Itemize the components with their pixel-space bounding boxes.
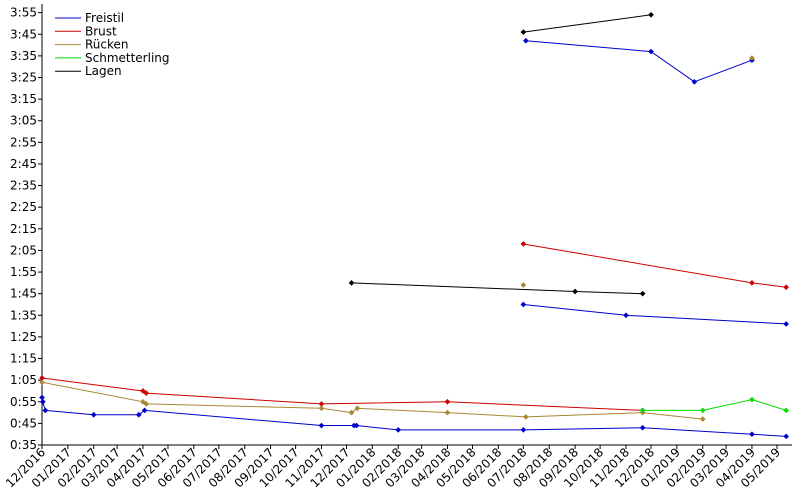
y-tick-label: 2:15 xyxy=(10,222,37,236)
data-point xyxy=(520,301,527,308)
data-point xyxy=(444,409,451,416)
data-point xyxy=(749,396,755,403)
data-point xyxy=(783,407,789,414)
series-brust xyxy=(39,241,789,414)
data-point xyxy=(42,407,49,414)
data-point xyxy=(444,398,451,405)
data-point xyxy=(623,312,629,319)
y-tick-label: 3:55 xyxy=(10,6,37,20)
data-point xyxy=(353,422,360,429)
data-point xyxy=(783,284,789,291)
legend-label: Freistil xyxy=(85,11,124,25)
y-tick-label: 0:45 xyxy=(10,416,37,430)
series-line xyxy=(523,243,787,288)
legend-label: Brust xyxy=(85,24,117,38)
data-point xyxy=(348,409,355,416)
y-tick-label: 2:25 xyxy=(10,200,37,214)
y-tick-label: 0:35 xyxy=(10,438,37,452)
data-point xyxy=(354,405,361,412)
y-tick-label: 1:15 xyxy=(10,352,37,366)
data-point xyxy=(141,407,148,414)
y-tick-label: 1:25 xyxy=(10,330,37,344)
series-line xyxy=(642,399,787,411)
y-tick-label: 0:55 xyxy=(10,395,37,409)
series-lagen xyxy=(348,11,654,297)
data-point xyxy=(135,411,142,418)
y-tick-label: 3:25 xyxy=(10,71,37,85)
data-point xyxy=(699,407,706,414)
data-point xyxy=(520,29,527,35)
y-tick-label: 2:35 xyxy=(10,179,37,193)
data-point xyxy=(783,321,789,327)
y-tick-label: 3:35 xyxy=(10,49,37,63)
data-point xyxy=(699,416,706,422)
data-point xyxy=(691,78,698,85)
y-tick-label: 2:05 xyxy=(10,243,37,257)
series-line xyxy=(523,14,652,33)
series-line xyxy=(41,397,787,437)
data-point xyxy=(639,290,646,297)
data-point xyxy=(143,390,150,396)
data-point xyxy=(639,407,646,414)
data-point xyxy=(639,424,646,431)
data-point xyxy=(520,241,527,247)
legend-label: Schmetterling xyxy=(85,51,170,65)
legend-label: Rücken xyxy=(85,38,129,52)
data-point xyxy=(40,398,46,405)
series-line xyxy=(523,304,787,325)
data-point xyxy=(39,394,45,401)
series-line xyxy=(351,282,643,295)
data-point xyxy=(749,280,755,286)
y-tick-label: 1:35 xyxy=(10,308,37,322)
y-tick-label: 3:05 xyxy=(10,114,37,128)
series-line xyxy=(41,377,643,411)
series-schmetterling xyxy=(639,396,789,414)
y-tick-label: 2:55 xyxy=(10,135,37,149)
y-tick-label: 3:15 xyxy=(10,92,37,106)
chart-series-layer xyxy=(39,11,789,440)
series-r-cken xyxy=(39,55,755,422)
data-point xyxy=(90,411,97,418)
data-point xyxy=(572,288,578,295)
data-point xyxy=(395,427,402,433)
data-point xyxy=(749,55,755,61)
data-point xyxy=(520,282,527,288)
y-tick-label: 1:55 xyxy=(10,265,37,279)
data-point xyxy=(648,48,654,55)
data-point xyxy=(783,433,789,440)
data-point xyxy=(523,37,529,44)
series-freistil xyxy=(39,37,789,440)
legend-label: Lagen xyxy=(85,64,122,78)
data-point xyxy=(318,422,325,429)
y-tick-label: 1:45 xyxy=(10,287,37,301)
y-tick-label: 1:05 xyxy=(10,373,37,387)
y-tick-label: 2:45 xyxy=(10,157,37,171)
y-tick-label: 3:45 xyxy=(10,27,37,41)
data-point xyxy=(318,401,325,407)
data-point xyxy=(749,431,755,438)
data-point xyxy=(348,280,355,286)
data-point xyxy=(520,427,527,433)
series-line xyxy=(525,40,753,83)
data-point xyxy=(523,414,529,420)
data-point xyxy=(318,405,325,412)
data-point xyxy=(143,401,150,407)
data-point xyxy=(648,11,654,18)
